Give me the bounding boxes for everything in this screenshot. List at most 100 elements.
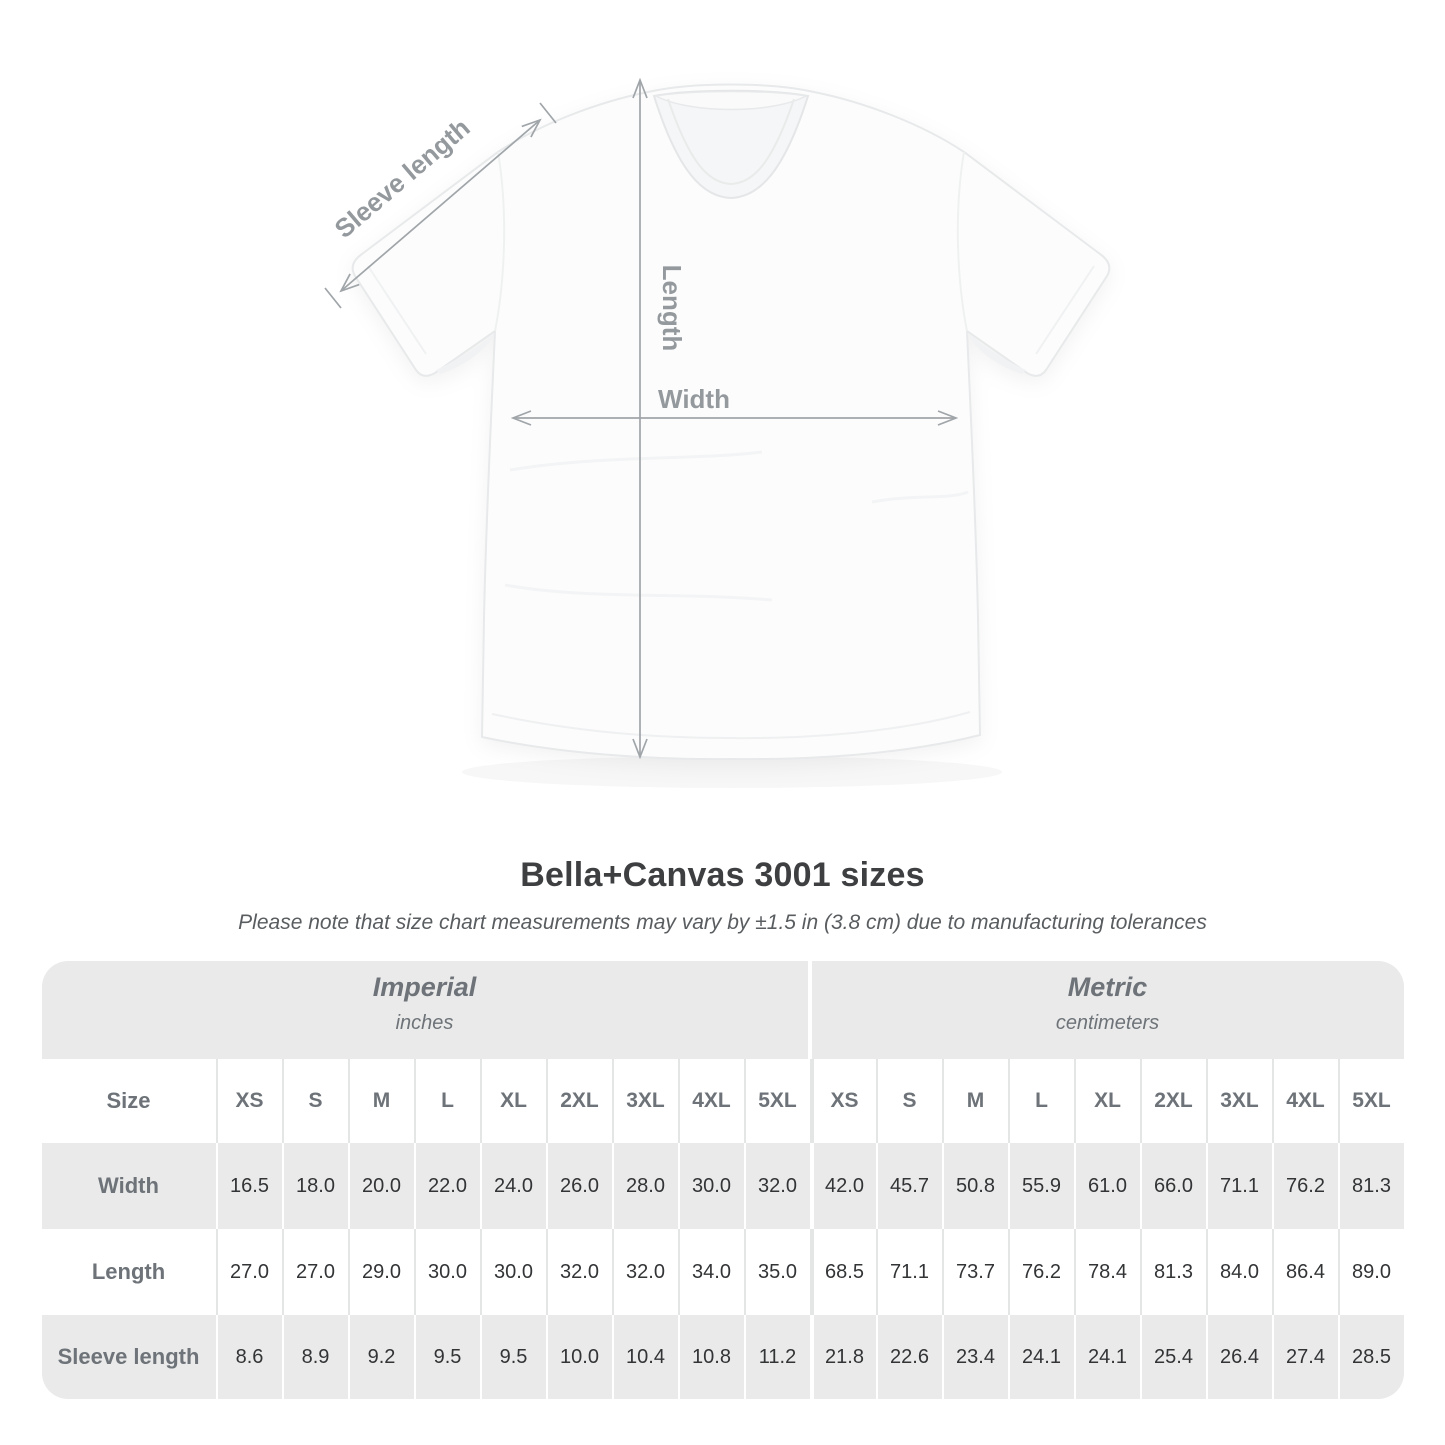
value-cell: 61.0 xyxy=(1073,1143,1140,1229)
unit-header-row: Imperial inches Metric centimeters xyxy=(41,961,1404,1059)
size-cell: 4XL xyxy=(1271,1059,1338,1143)
value-cell: 21.8 xyxy=(809,1315,876,1399)
value-cell: 86.4 xyxy=(1271,1229,1338,1315)
metric-unit: centimeters xyxy=(1055,1011,1160,1034)
size-cell: 4XL xyxy=(677,1059,744,1143)
value-cell: 27.4 xyxy=(1271,1315,1338,1399)
value-cell: 26.4 xyxy=(1205,1315,1272,1399)
value-cell: 76.2 xyxy=(1271,1143,1338,1229)
size-cell: 5XL xyxy=(1337,1059,1404,1143)
value-cell: 27.0 xyxy=(281,1229,348,1315)
value-cell: 81.3 xyxy=(1139,1229,1206,1315)
value-cell: 28.0 xyxy=(611,1143,678,1229)
value-cell: 8.9 xyxy=(281,1315,348,1399)
value-cell: 45.7 xyxy=(875,1143,942,1229)
tshirt-figure: Sleeve length Length Width xyxy=(324,0,1111,788)
size-cell: XS xyxy=(809,1059,876,1143)
value-cell: 22.0 xyxy=(413,1143,480,1229)
size-column-header: Size xyxy=(106,1088,151,1113)
size-cell: S xyxy=(281,1059,348,1143)
value-cell: 24.1 xyxy=(1007,1315,1074,1399)
value-cell: 22.6 xyxy=(875,1315,942,1399)
size-table: Size XS S M L XL 2XL 3XL 4XL 5XL XS S M … xyxy=(41,1059,1404,1399)
row-label: Length xyxy=(91,1259,166,1284)
value-cell: 30.0 xyxy=(479,1229,546,1315)
size-cell: 2XL xyxy=(1139,1059,1206,1143)
value-cell: 76.2 xyxy=(1007,1229,1074,1315)
value-cell: 27.0 xyxy=(215,1229,282,1315)
value-cell: 50.8 xyxy=(941,1143,1008,1229)
metric-header: Metric centimeters xyxy=(811,961,1404,1059)
value-cell: 9.5 xyxy=(479,1315,546,1399)
imperial-unit: inches xyxy=(395,1011,454,1034)
value-cell: 30.0 xyxy=(677,1143,744,1229)
value-cell: 10.4 xyxy=(611,1315,678,1399)
width-row: Width 16.5 18.0 20.0 22.0 24.0 26.0 28.0… xyxy=(41,1143,1404,1229)
size-cell: 3XL xyxy=(1205,1059,1272,1143)
value-cell: 24.0 xyxy=(479,1143,546,1229)
size-cell: M xyxy=(347,1059,414,1143)
value-cell: 10.0 xyxy=(545,1315,612,1399)
value-cell: 73.7 xyxy=(941,1229,1008,1315)
value-cell: 16.5 xyxy=(215,1143,282,1229)
value-cell: 32.0 xyxy=(545,1229,612,1315)
tshirt-collar xyxy=(652,89,810,200)
row-label: Width xyxy=(41,1143,216,1229)
value-cell: 9.2 xyxy=(347,1315,414,1399)
value-cell: 66.0 xyxy=(1139,1143,1206,1229)
value-cell: 20.0 xyxy=(347,1143,414,1229)
sleeve-length-row: Sleeve length 8.6 8.9 9.2 9.5 9.5 10.0 1… xyxy=(41,1315,1404,1399)
value-cell: 34.0 xyxy=(677,1229,744,1315)
value-cell: 35.0 xyxy=(743,1229,810,1315)
page-title: Bella+Canvas 3001 sizes xyxy=(520,856,925,894)
value-cell: 81.3 xyxy=(1337,1143,1404,1229)
size-cell: L xyxy=(413,1059,480,1143)
value-cell: 25.4 xyxy=(1139,1315,1206,1399)
value-cell: 28.5 xyxy=(1337,1315,1404,1399)
value-cell: 30.0 xyxy=(413,1229,480,1315)
value-cell: 32.0 xyxy=(743,1143,810,1229)
size-chart-card: Imperial inches Metric centimeters Size … xyxy=(41,961,1404,1399)
size-cell: L xyxy=(1007,1059,1074,1143)
value-cell: 23.4 xyxy=(941,1315,1008,1399)
size-cell: XL xyxy=(479,1059,546,1143)
size-cell: M xyxy=(941,1059,1008,1143)
imperial-header: Imperial inches xyxy=(41,961,808,1059)
value-cell: 71.1 xyxy=(1205,1143,1272,1229)
size-cell: 3XL xyxy=(611,1059,678,1143)
value-cell: 89.0 xyxy=(1337,1229,1404,1315)
size-cell: XS xyxy=(215,1059,282,1143)
value-cell: 32.0 xyxy=(611,1229,678,1315)
metric-title: Metric xyxy=(1067,971,1148,1002)
value-cell: 26.0 xyxy=(545,1143,612,1229)
length-label: Length xyxy=(657,265,687,352)
tshirt-image: Sleeve length Length Width xyxy=(324,0,1111,788)
value-cell: 42.0 xyxy=(809,1143,876,1229)
value-cell: 11.2 xyxy=(743,1315,810,1399)
size-cell: 2XL xyxy=(545,1059,612,1143)
size-header-row: Size XS S M L XL 2XL 3XL 4XL 5XL XS S M … xyxy=(41,1059,1404,1143)
value-cell: 18.0 xyxy=(281,1143,348,1229)
size-cell: 5XL xyxy=(743,1059,810,1143)
value-cell: 10.8 xyxy=(677,1315,744,1399)
row-label: Sleeve length xyxy=(41,1315,216,1399)
width-label: Width xyxy=(658,384,730,414)
sleeve-length-dimension xyxy=(324,102,557,309)
value-cell: 71.1 xyxy=(875,1229,942,1315)
value-cell: 24.1 xyxy=(1073,1315,1140,1399)
value-cell: 55.9 xyxy=(1007,1143,1074,1229)
length-row: Length 27.0 27.0 29.0 30.0 30.0 32.0 32.… xyxy=(41,1229,1404,1315)
value-cell: 9.5 xyxy=(413,1315,480,1399)
size-cell: S xyxy=(875,1059,942,1143)
value-cell: 78.4 xyxy=(1073,1229,1140,1315)
value-cell: 8.6 xyxy=(215,1315,282,1399)
ground-shadow xyxy=(462,756,1002,788)
size-cell: XL xyxy=(1073,1059,1140,1143)
value-cell: 84.0 xyxy=(1205,1229,1272,1315)
value-cell: 29.0 xyxy=(347,1229,414,1315)
imperial-title: Imperial xyxy=(372,971,477,1002)
unit-header-divider xyxy=(807,961,812,1059)
value-cell: 68.5 xyxy=(809,1229,876,1315)
tolerance-note: Please note that size chart measurements… xyxy=(238,911,1207,934)
